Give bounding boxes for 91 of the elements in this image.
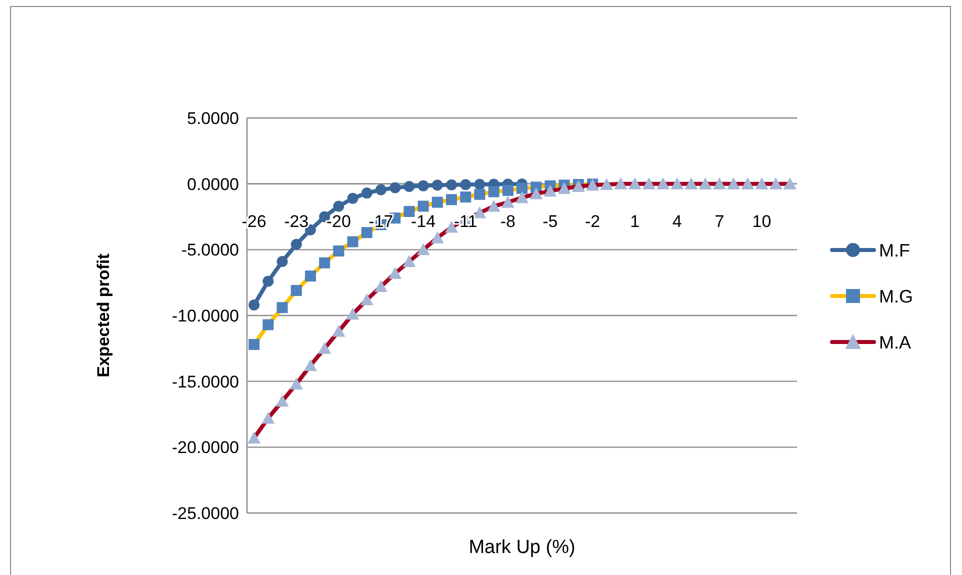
point [783,177,796,190]
legend-label: M.A [879,332,912,352]
point [670,177,684,190]
point [502,184,514,196]
x-tick-label: -26 [242,212,266,231]
point [741,177,754,190]
point [642,177,656,190]
point [402,255,416,268]
point [600,178,614,190]
point [390,182,401,194]
y-tick-label: -5.0000 [181,240,239,260]
x-tick-label: 10 [752,212,772,231]
point [304,270,316,282]
point [361,188,372,199]
point [276,394,289,407]
y-tick-label: -15.0000 [172,372,239,392]
x-tick-label: 1 [630,212,640,231]
x-tick-label: -5 [542,212,558,231]
point [361,227,372,238]
point [290,377,303,390]
point [304,359,317,372]
point [346,308,360,320]
point [319,257,330,268]
x-tick-label: -17 [368,212,394,231]
point [487,200,500,212]
point [388,266,402,279]
point [530,187,543,200]
point [432,196,443,208]
x-tick-label: -8 [500,212,516,231]
point [516,191,528,204]
point [501,196,514,208]
x-tick-label: -23 [284,212,309,231]
point [460,192,472,202]
point [558,182,571,194]
x-tick-label: 4 [672,212,682,231]
point [333,200,344,212]
point [614,177,628,190]
point [656,177,670,190]
point [416,243,430,256]
point [404,180,415,192]
point [360,293,374,306]
point [276,302,288,314]
point [769,177,782,190]
point [375,184,386,196]
y-tick-label: 0.0000 [187,174,239,194]
point [347,192,358,204]
point [332,324,346,337]
point [544,184,557,197]
x-tick-label: -2 [584,212,600,231]
point [755,177,768,190]
point [404,206,415,217]
y-axis-title: Expected profit [94,253,113,378]
y-tick-label: -20.0000 [172,438,239,458]
point [446,179,457,190]
point [446,194,457,206]
point [474,188,486,200]
point [684,177,698,190]
point [488,186,500,198]
point [432,180,443,191]
point [290,284,302,296]
point [290,238,302,250]
point [418,180,429,192]
point [727,177,740,190]
x-axis-title: Mark Up (%) [468,537,576,558]
point [333,245,344,256]
point [698,177,712,190]
point [430,231,444,244]
point [347,236,358,248]
point [262,319,274,330]
x-tick-label: -14 [410,212,436,231]
legend-label: M.G [879,286,913,306]
x-tick-label: 7 [714,212,724,231]
point [276,256,288,268]
point [318,342,332,354]
point [516,182,528,194]
point [628,177,642,190]
point [460,179,472,190]
point [262,412,275,424]
point [418,200,429,212]
point [248,431,261,444]
point [712,177,726,190]
x-tick-label: -20 [326,212,351,231]
point [248,299,260,310]
point [474,178,486,190]
point [248,338,260,350]
point [262,276,274,287]
y-tick-label: 5.0000 [187,108,239,128]
legend-label: M.F [879,240,910,260]
point [374,280,388,292]
y-tick-label: -10.0000 [172,306,239,326]
y-tick-label: -25.0000 [172,504,239,523]
